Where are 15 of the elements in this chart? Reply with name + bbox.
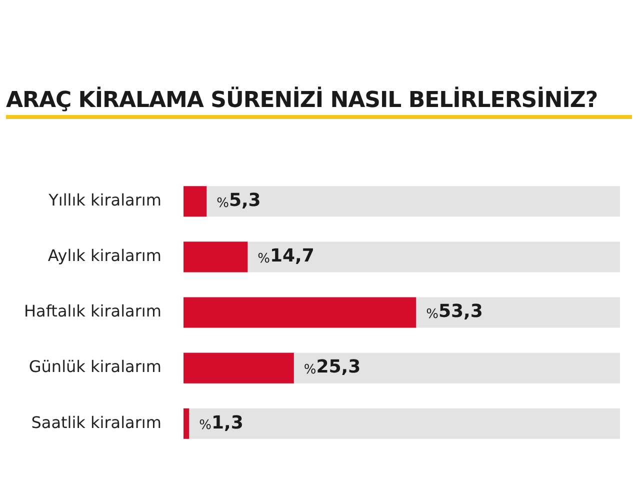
data-label: %1,3 <box>199 412 244 434</box>
bar <box>183 408 190 439</box>
y-tick-label: Haftalık kiralarım <box>24 302 162 321</box>
bar <box>183 352 294 384</box>
y-tick-label: Yıllık kiralarım <box>48 190 162 210</box>
bar <box>183 242 248 272</box>
data-label: %53,3 <box>426 301 483 322</box>
data-label: %5,3 <box>216 190 261 212</box>
chart-title: ARAÇ KİRALAMA SÜRENİZİ NASIL BELİRLERSİNİZ? <box>6 88 598 113</box>
bar <box>183 186 207 217</box>
y-tick-label: Saatlik kiralarım <box>31 412 162 432</box>
y-tick-label: Günlük kiralarım <box>28 357 162 376</box>
data-label: %25,3 <box>304 356 361 378</box>
data-label: %14,7 <box>258 246 314 267</box>
y-tick-label: Aylık kiralarım <box>48 246 162 266</box>
